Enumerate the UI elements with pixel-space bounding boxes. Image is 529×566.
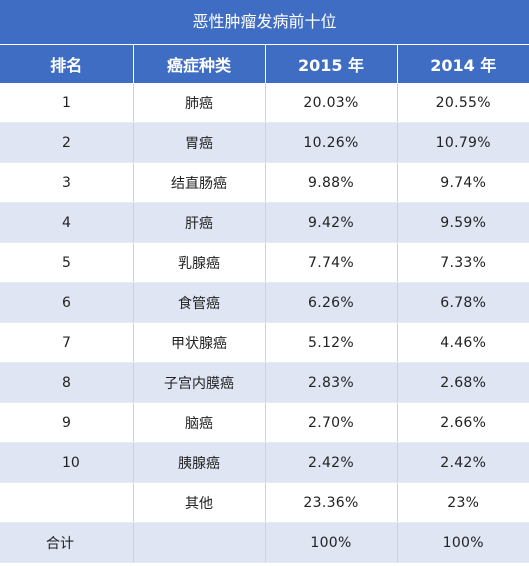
- value-2015-cell: 2.70%: [265, 402, 398, 443]
- table-row: 4 肝癌 9.42% 9.59%: [0, 202, 529, 243]
- cancer-type-cell: 甲状腺癌: [133, 322, 266, 363]
- value-2014-cell: 23%: [397, 482, 529, 523]
- table-row: 8 子宫内膜癌 2.83% 2.68%: [0, 362, 529, 403]
- total-2014-cell: 100%: [397, 522, 529, 563]
- header-rank: 排名: [0, 45, 134, 83]
- header-row: 排名 癌症种类 2015 年 2014 年: [0, 45, 529, 83]
- cancer-type-cell: 子宫内膜癌: [133, 362, 266, 403]
- cancer-type-cell: 其他: [133, 482, 266, 523]
- rank-cell: 4: [0, 202, 134, 243]
- value-2014-cell: 7.33%: [397, 242, 529, 283]
- value-2014-cell: 2.66%: [397, 402, 529, 443]
- rank-cell: 1: [0, 83, 134, 123]
- table-row: 9 脑癌 2.70% 2.66%: [0, 402, 529, 443]
- rank-cell: 7: [0, 322, 134, 363]
- table-title: 恶性肿瘤发病前十位: [0, 0, 529, 45]
- cancer-type-cell: 胃癌: [133, 122, 266, 163]
- header-2015: 2015 年: [265, 45, 398, 83]
- cancer-type-cell: 食管癌: [133, 282, 266, 323]
- value-2015-cell: 2.42%: [265, 442, 398, 483]
- rank-cell: 3: [0, 162, 134, 203]
- rank-cell: [0, 482, 134, 523]
- value-2014-cell: 9.74%: [397, 162, 529, 203]
- value-2014-cell: 4.46%: [397, 322, 529, 363]
- table-row: 其他 23.36% 23%: [0, 482, 529, 523]
- table-row: 5 乳腺癌 7.74% 7.33%: [0, 242, 529, 283]
- cancer-type-cell: 肝癌: [133, 202, 266, 243]
- value-2014-cell: 2.42%: [397, 442, 529, 483]
- cancer-type-cell: 脑癌: [133, 402, 266, 443]
- value-2015-cell: 2.83%: [265, 362, 398, 403]
- cancer-ranking-table: 排名 癌症种类 2015 年 2014 年 1 肺癌 20.03% 20.55%…: [0, 45, 529, 563]
- value-2015-cell: 5.12%: [265, 322, 398, 363]
- total-type-cell: [133, 522, 266, 563]
- value-2014-cell: 6.78%: [397, 282, 529, 323]
- value-2015-cell: 6.26%: [265, 282, 398, 323]
- value-2015-cell: 10.26%: [265, 122, 398, 163]
- header-2014: 2014 年: [397, 45, 529, 83]
- cancer-type-cell: 结直肠癌: [133, 162, 266, 203]
- value-2014-cell: 9.59%: [397, 202, 529, 243]
- total-2015-cell: 100%: [265, 522, 398, 563]
- table-row: 3 结直肠癌 9.88% 9.74%: [0, 162, 529, 203]
- cancer-type-cell: 肺癌: [133, 83, 266, 123]
- rank-cell: 6: [0, 282, 134, 323]
- table-row: 7 甲状腺癌 5.12% 4.46%: [0, 322, 529, 363]
- rank-cell: 10: [0, 442, 134, 483]
- rank-cell: 9: [0, 402, 134, 443]
- cancer-type-cell: 胰腺癌: [133, 442, 266, 483]
- header-cancer-type: 癌症种类: [133, 45, 266, 83]
- value-2015-cell: 23.36%: [265, 482, 398, 523]
- table-row: 6 食管癌 6.26% 6.78%: [0, 282, 529, 323]
- total-label-cell: 合计: [0, 522, 134, 563]
- value-2015-cell: 9.42%: [265, 202, 398, 243]
- value-2014-cell: 2.68%: [397, 362, 529, 403]
- rank-cell: 5: [0, 242, 134, 283]
- rank-cell: 8: [0, 362, 134, 403]
- table-row: 2 胃癌 10.26% 10.79%: [0, 122, 529, 163]
- value-2015-cell: 20.03%: [265, 83, 398, 123]
- value-2014-cell: 10.79%: [397, 122, 529, 163]
- rank-cell: 2: [0, 122, 134, 163]
- table-row: 10 胰腺癌 2.42% 2.42%: [0, 442, 529, 483]
- table-row: 1 肺癌 20.03% 20.55%: [0, 83, 529, 123]
- value-2015-cell: 7.74%: [265, 242, 398, 283]
- cancer-type-cell: 乳腺癌: [133, 242, 266, 283]
- value-2015-cell: 9.88%: [265, 162, 398, 203]
- total-row: 合计 100% 100%: [0, 522, 529, 563]
- value-2014-cell: 20.55%: [397, 83, 529, 123]
